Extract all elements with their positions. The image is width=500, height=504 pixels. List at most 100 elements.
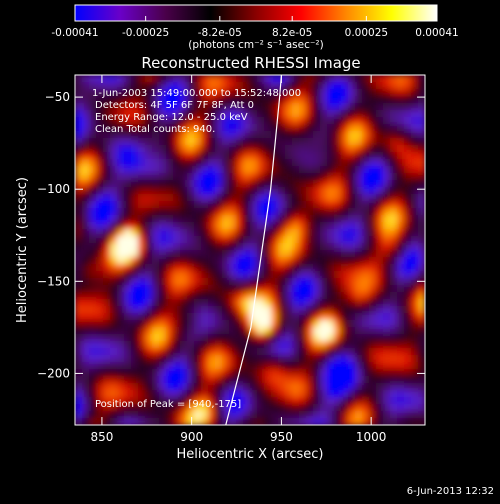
heatmap-cell [75,96,83,104]
heatmap-cell [271,201,279,209]
heatmap-cell [103,320,111,328]
heatmap-cell [313,320,321,328]
heatmap-cell [236,159,244,167]
heatmap-cell [124,124,132,132]
colorbar: -0.00041 -0.00025 -8.2e-05 8.2e-05 0.00025 0.… [51,4,459,51]
heatmap-cell [138,117,146,125]
heatmap-cell [201,208,209,216]
heatmap-cell [404,390,412,398]
heatmap-cell [327,222,335,230]
heatmap-cell [397,348,405,356]
heatmap-cell [166,117,174,125]
heatmap-cell [103,390,111,398]
heatmap-cell [138,124,146,132]
heatmap-cell [327,306,335,314]
heatmap-cell [201,166,209,174]
heatmap-cell [348,215,356,223]
heatmap-cell [229,82,237,90]
heatmap-cell [341,320,349,328]
heatmap-cell [411,355,419,363]
heatmap-cell [138,75,146,83]
heatmap-cell [159,320,167,328]
heatmap-cell [404,187,412,195]
heatmap-cell [187,362,195,370]
heatmap-cell [236,131,244,139]
heatmap-cell [334,257,342,265]
heatmap-cell [117,117,125,125]
heatmap-cell [257,306,265,314]
heatmap-cell [96,89,104,97]
heatmap-cell [117,194,125,202]
heatmap-cell [299,110,307,118]
heatmap-cell [327,117,335,125]
heatmap-cell [285,187,293,195]
heatmap-cell [264,320,272,328]
heatmap-cell [208,362,216,370]
heatmap-cell [278,194,286,202]
heatmap-cell [404,131,412,139]
heatmap-cell [215,236,223,244]
heatmap-cell [208,201,216,209]
heatmap-cell [82,131,90,139]
heatmap-cell [194,131,202,139]
heatmap-cell [138,229,146,237]
heatmap-cell [327,411,335,419]
heatmap-cell [222,404,230,412]
heatmap-cell [341,327,349,335]
heatmap-cell [271,376,279,384]
heatmap-cell [166,250,174,258]
heatmap-cell [418,383,425,391]
heatmap-cell [390,89,398,97]
heatmap-cell [404,250,412,258]
heatmap-cell [229,271,237,279]
heatmap-cell [166,215,174,223]
heatmap-cell [89,257,97,265]
heatmap-cell [376,327,384,335]
heatmap-cell [194,89,202,97]
heatmap-cell [299,222,307,230]
heatmap-cell [418,138,425,146]
heatmap-cell [215,362,223,370]
heatmap-cell [103,376,111,384]
heatmap-cell [117,131,125,139]
heatmap-cell [229,229,237,237]
heatmap-cell [348,264,356,272]
heatmap-cell [222,418,230,425]
heatmap-cell [96,166,104,174]
heatmap-cell [194,201,202,209]
heatmap-cell [173,390,181,398]
heatmap-cell [187,397,195,405]
heatmap-cell [215,243,223,251]
heatmap-cell [124,383,132,391]
heatmap-cell [96,411,104,419]
heatmap-cell [103,313,111,321]
heatmap-cell [418,397,425,405]
heatmap-cell [208,418,216,425]
heatmap-cell [320,264,328,272]
heatmap-cell [404,166,412,174]
heatmap-cell [397,138,405,146]
heatmap-cell [411,208,419,216]
heatmap-cell [313,404,321,412]
heatmap-cell [348,208,356,216]
heatmap-cell [124,320,132,328]
heatmap-cell [299,306,307,314]
heatmap-cell [208,376,216,384]
heatmap-cell [397,201,405,209]
heatmap-cell [313,313,321,321]
heatmap-cell [138,418,146,425]
heatmap-cell [131,376,139,384]
heatmap-cell [89,397,97,405]
heatmap-cell [348,222,356,230]
heatmap-cell [313,159,321,167]
heatmap-cell [159,145,167,153]
heatmap-cell [180,75,188,83]
heatmap-cell [75,222,83,230]
heatmap-cell [103,327,111,335]
heatmap-cell [194,313,202,321]
heatmap-cell [397,152,405,160]
heatmap-cell [418,96,425,104]
heatmap-cell [124,166,132,174]
heatmap-cell [89,215,97,223]
